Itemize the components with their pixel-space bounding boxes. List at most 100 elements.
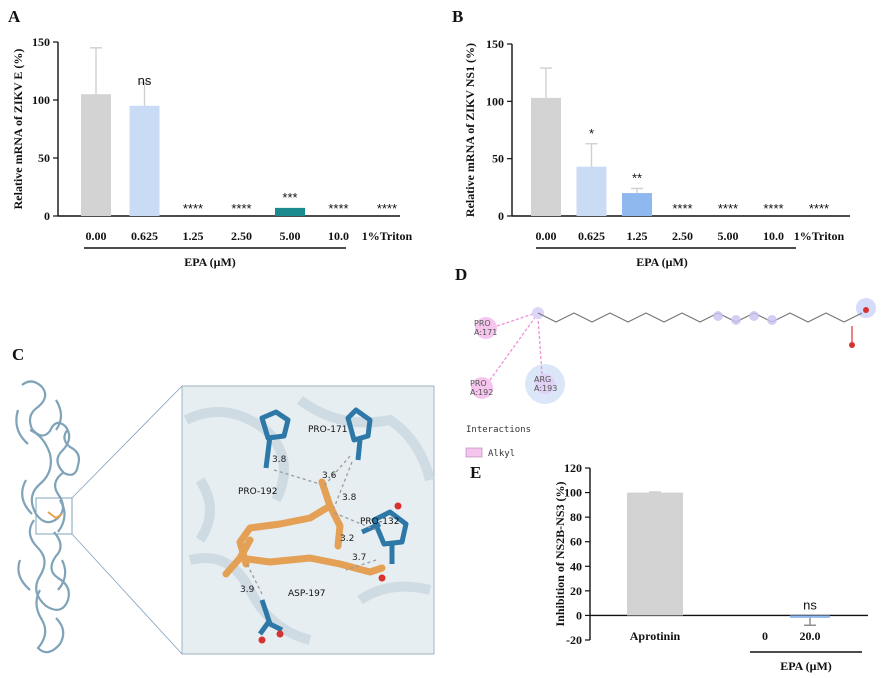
ligand-atom-halos: [713, 311, 777, 325]
zoom-line-bottom: [71, 533, 183, 655]
x-tick-label: 0.00: [86, 229, 107, 243]
residue-node-pro192: [471, 377, 493, 399]
distance-label: 3.9: [240, 585, 255, 595]
y-tick-label: 150: [486, 37, 504, 51]
alkyl-contacts: [489, 312, 543, 381]
x-tick-label: 2.50: [231, 229, 252, 243]
ligand-overview: [47, 511, 63, 520]
distance-label: 3.7: [352, 553, 366, 563]
carboxyl-bond: [843, 312, 863, 323]
interaction-residue-pro171: PRO A:171: [474, 319, 497, 337]
legend-swatch-alkyl: [465, 447, 483, 458]
y-tick-label: 0: [576, 608, 582, 622]
x-tick-label: 5.00: [280, 229, 301, 243]
interaction-residue-pro192: PRO A:192: [470, 379, 493, 397]
x-tick-label: 1%Triton: [794, 229, 845, 243]
bar: [576, 166, 607, 216]
chart-a-zikv-e: 0 50 100 150 0.00 ns 0.625 **** 1.25 **** 2.50 *** 5…: [11, 35, 413, 269]
residue-node-arg193: [535, 374, 555, 394]
residue-label-pro132: PRO-132: [360, 517, 399, 527]
x-tick-label: 5.00: [718, 229, 739, 243]
x-axis-title: EPA (μM): [184, 255, 236, 269]
significance-label: ****: [672, 201, 692, 216]
significance-label: ns: [803, 597, 817, 612]
x-tick-label: 10.0: [328, 229, 349, 243]
y-tick-label: 50: [38, 151, 50, 165]
y-tick-label: 100: [32, 93, 50, 107]
panel-letter-b: B: [452, 7, 463, 26]
x-tick-label: 1.25: [183, 229, 204, 243]
bar: [627, 492, 683, 616]
docking-panel: PRO-171 PRO-192 PRO-132 ASP-197 3.8 3.6 …: [15, 380, 435, 655]
significance-label: ****: [809, 201, 829, 216]
significance-label: ****: [183, 201, 203, 216]
interaction-legend-alkyl: Alkyl: [488, 449, 515, 459]
x-tick-label: 1.25: [627, 229, 648, 243]
epa-chain: [537, 312, 845, 323]
zoom-box: [35, 497, 73, 535]
protein-overview-ribbon: [15, 380, 81, 654]
panel-letter-e: E: [470, 463, 481, 482]
x-axis-title: EPA (μM): [636, 255, 688, 269]
x-tick-label: 0.00: [536, 229, 557, 243]
x-tick-label: 0.625: [578, 229, 605, 243]
x-tick-label: 20.0: [800, 629, 821, 643]
zoom-line-top: [71, 385, 183, 499]
significance-label: ****: [231, 201, 251, 216]
significance-label: ****: [763, 201, 783, 216]
x-tick-label: Aprotinin: [630, 629, 681, 643]
y-tick-label: 50: [492, 152, 504, 166]
x-tick-label: 0.625: [131, 229, 158, 243]
y-tick-label: 60: [570, 535, 582, 549]
interaction-legend-title: Interactions: [466, 425, 531, 435]
residue-sticks: [257, 407, 409, 636]
bar: [129, 105, 160, 216]
bar: [622, 193, 652, 216]
y-tick-label: 20: [570, 584, 582, 598]
oxygen-atom: [849, 342, 855, 348]
y-tick-label: 120: [564, 461, 582, 475]
bar: [531, 97, 561, 216]
bar: [81, 94, 111, 216]
significance-label: *: [589, 126, 594, 141]
y-axis-title: Inhibition of NS2B-NS3 (%): [553, 481, 567, 626]
x-tick-label: 0: [762, 629, 768, 643]
significance-label: ns: [138, 73, 152, 88]
y-axis-title: Relative mRNA of ZIKV E (%): [11, 49, 25, 210]
y-tick-label: 0: [44, 209, 50, 223]
ligand-epa: [222, 478, 386, 578]
distance-label: 3.6: [322, 471, 337, 481]
significance-label: ****: [328, 201, 348, 216]
panel-letter-c: C: [12, 345, 24, 364]
y-tick-label: 100: [564, 486, 582, 500]
chart-e-ns2b-ns3: -20 0 20 40 60 80 100 120 Aprotinin 0 ns 20.0 EPA (μ…: [553, 461, 868, 673]
panel-letter-a: A: [8, 7, 21, 26]
contact-lines: [245, 455, 377, 595]
significance-label: **: [632, 170, 642, 185]
residue-label-pro192: PRO-192: [238, 487, 277, 497]
significance-label: ****: [377, 201, 397, 216]
bar: [275, 207, 305, 216]
y-tick-label: 150: [32, 35, 50, 49]
y-tick-label: 40: [570, 559, 582, 573]
oxygen-atom: [863, 307, 869, 313]
distance-label: 3.8: [272, 455, 287, 465]
y-tick-label: 80: [570, 510, 582, 524]
interaction-map: PRO A:171 PRO A:192 ARG A:193 Interactions …: [465, 298, 876, 459]
x-tick-label: 10.0: [763, 229, 784, 243]
bar: [790, 615, 830, 618]
distance-label: 3.8: [342, 493, 357, 503]
residue-node-pro171: [475, 317, 497, 339]
chart-b-zikv-ns1: 0 50 100 150 0.00 * 0.625 ** 1.25 **** 2.50 **** 5.0…: [463, 37, 850, 269]
significance-label: ****: [718, 201, 738, 216]
x-axis-title: EPA (μM): [780, 659, 832, 673]
panel-letter-d: D: [455, 265, 467, 284]
y-tick-label: -20: [566, 633, 582, 647]
y-tick-label: 100: [486, 94, 504, 108]
x-tick-label: 2.50: [672, 229, 693, 243]
y-axis-title: Relative mRNA of ZIKV NS1 (%): [463, 43, 477, 217]
interaction-residue-arg193: ARG A:193: [534, 375, 557, 393]
distance-label: 3.2: [340, 534, 354, 544]
y-tick-label: 0: [498, 209, 504, 223]
